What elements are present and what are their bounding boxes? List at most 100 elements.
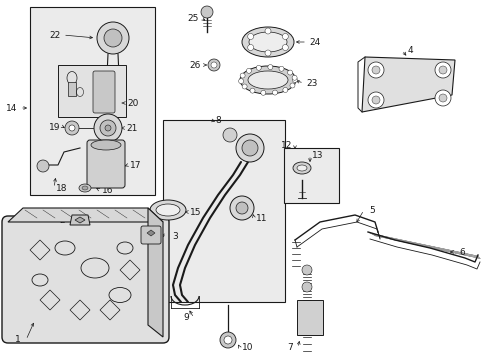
Circle shape bbox=[289, 83, 294, 88]
Circle shape bbox=[264, 28, 270, 34]
Circle shape bbox=[371, 96, 379, 104]
Circle shape bbox=[438, 66, 446, 74]
Circle shape bbox=[282, 33, 288, 40]
Bar bbox=[284, 148, 338, 203]
Circle shape bbox=[264, 50, 270, 56]
Text: 22: 22 bbox=[49, 31, 61, 40]
FancyBboxPatch shape bbox=[93, 71, 115, 113]
Polygon shape bbox=[148, 208, 163, 337]
Circle shape bbox=[220, 332, 236, 348]
Text: 20: 20 bbox=[127, 99, 139, 108]
Ellipse shape bbox=[79, 184, 91, 192]
Ellipse shape bbox=[242, 27, 293, 57]
Circle shape bbox=[279, 66, 284, 71]
Ellipse shape bbox=[248, 32, 286, 52]
FancyBboxPatch shape bbox=[2, 216, 169, 343]
Ellipse shape bbox=[82, 186, 88, 190]
Bar bbox=[68, 82, 76, 96]
Text: 14: 14 bbox=[6, 104, 18, 113]
Circle shape bbox=[260, 90, 265, 95]
Circle shape bbox=[37, 160, 49, 172]
Text: 7: 7 bbox=[286, 343, 292, 352]
Polygon shape bbox=[70, 215, 90, 225]
FancyBboxPatch shape bbox=[141, 226, 161, 244]
Circle shape bbox=[210, 62, 217, 68]
Text: 24: 24 bbox=[309, 37, 320, 46]
Circle shape bbox=[246, 68, 251, 73]
Ellipse shape bbox=[156, 204, 180, 216]
Text: 2: 2 bbox=[59, 216, 65, 225]
Circle shape bbox=[242, 140, 258, 156]
Text: 23: 23 bbox=[305, 78, 317, 87]
Circle shape bbox=[207, 59, 220, 71]
Circle shape bbox=[367, 92, 383, 108]
Circle shape bbox=[434, 62, 450, 78]
Text: 13: 13 bbox=[312, 150, 323, 159]
Bar bbox=[58, 65, 126, 117]
Polygon shape bbox=[8, 208, 163, 222]
Circle shape bbox=[438, 94, 446, 102]
Polygon shape bbox=[75, 217, 85, 223]
Text: 16: 16 bbox=[102, 185, 114, 194]
Ellipse shape bbox=[296, 165, 306, 171]
Text: 18: 18 bbox=[56, 184, 68, 193]
Circle shape bbox=[238, 78, 243, 84]
Circle shape bbox=[69, 125, 75, 131]
Circle shape bbox=[282, 87, 287, 93]
Circle shape bbox=[242, 84, 246, 89]
Circle shape bbox=[267, 64, 272, 69]
Circle shape bbox=[249, 88, 254, 93]
Circle shape bbox=[223, 128, 237, 142]
Circle shape bbox=[256, 65, 261, 70]
Text: 3: 3 bbox=[172, 231, 178, 240]
Ellipse shape bbox=[150, 200, 185, 220]
Circle shape bbox=[247, 33, 253, 40]
Circle shape bbox=[224, 336, 231, 344]
Ellipse shape bbox=[247, 71, 287, 89]
Text: 15: 15 bbox=[190, 207, 202, 216]
Text: 11: 11 bbox=[256, 213, 267, 222]
Ellipse shape bbox=[91, 140, 121, 150]
Text: 10: 10 bbox=[242, 343, 253, 352]
Circle shape bbox=[94, 114, 122, 142]
Bar bbox=[30, 7, 155, 195]
Circle shape bbox=[291, 75, 297, 80]
Text: 25: 25 bbox=[187, 14, 198, 23]
Circle shape bbox=[292, 77, 297, 82]
Polygon shape bbox=[361, 57, 454, 112]
Circle shape bbox=[371, 66, 379, 74]
Circle shape bbox=[434, 90, 450, 106]
Circle shape bbox=[229, 196, 253, 220]
Circle shape bbox=[105, 125, 111, 131]
Circle shape bbox=[236, 134, 264, 162]
Circle shape bbox=[302, 265, 311, 275]
Circle shape bbox=[302, 282, 311, 292]
Circle shape bbox=[100, 120, 116, 136]
Circle shape bbox=[104, 29, 122, 47]
Text: 12: 12 bbox=[281, 140, 292, 149]
Text: 21: 21 bbox=[126, 123, 138, 132]
Polygon shape bbox=[147, 230, 155, 236]
Circle shape bbox=[240, 73, 244, 78]
Circle shape bbox=[247, 45, 253, 50]
Text: 1: 1 bbox=[15, 336, 21, 345]
Text: 5: 5 bbox=[368, 206, 374, 215]
Circle shape bbox=[272, 90, 277, 95]
Text: 4: 4 bbox=[407, 45, 412, 54]
Ellipse shape bbox=[292, 162, 310, 174]
Bar bbox=[296, 300, 323, 335]
Bar bbox=[163, 120, 285, 302]
Circle shape bbox=[65, 121, 79, 135]
Text: 6: 6 bbox=[458, 248, 464, 257]
Text: 9: 9 bbox=[183, 314, 188, 323]
Circle shape bbox=[367, 62, 383, 78]
FancyBboxPatch shape bbox=[87, 140, 125, 188]
Circle shape bbox=[236, 202, 247, 214]
Text: 8: 8 bbox=[215, 116, 221, 125]
Circle shape bbox=[282, 45, 288, 50]
Circle shape bbox=[201, 6, 213, 18]
Ellipse shape bbox=[240, 66, 295, 94]
Circle shape bbox=[287, 70, 292, 75]
Text: 26: 26 bbox=[189, 60, 200, 69]
Text: 19: 19 bbox=[49, 122, 61, 131]
